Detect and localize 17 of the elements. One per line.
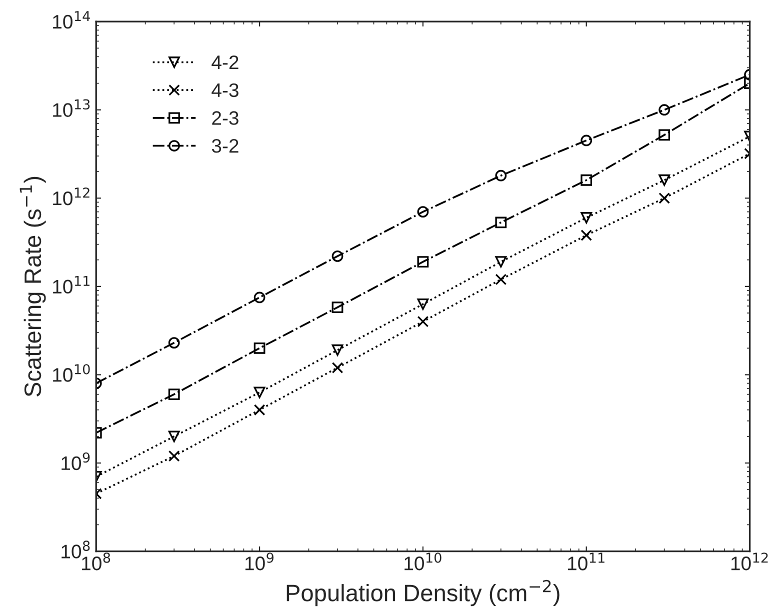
y-axis-title: Scattering Rate (s$^{−1}$)	[20, 176, 46, 396]
y-tick-label: 10$^{12}$	[53, 188, 90, 206]
x-tick-label: 10$^{9}$	[245, 552, 274, 570]
x-tick-label: 10$^{11}$	[568, 552, 604, 570]
y-tick-label: 10$^{10}$	[53, 364, 90, 382]
x-tick-label: 10$^{8}$	[82, 552, 110, 570]
legend-label: 4-3	[212, 83, 238, 98]
x-axis-title: Population Density (cm$^{−2}$)	[286, 580, 560, 606]
legend-label: 3-2	[212, 139, 238, 153]
x-tick-label: 10$^{10}$	[404, 552, 442, 570]
y-tick-label: 10$^{14}$	[53, 11, 90, 29]
x-tick-label: 10$^{12}$	[731, 552, 768, 570]
legend-label: 4-2	[212, 55, 238, 70]
y-tick-label: 10$^{13}$	[53, 99, 90, 117]
legend-label: 2-3	[212, 111, 238, 125]
y-tick-label: 10$^{11}$	[53, 276, 90, 294]
y-tick-label: 10$^{9}$	[62, 452, 90, 470]
